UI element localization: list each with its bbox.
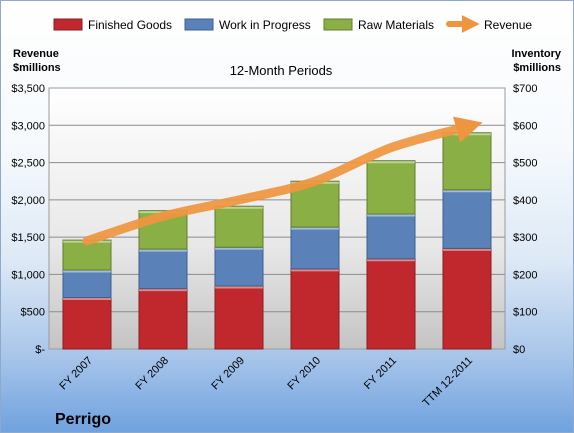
x-tick-label: FY 2009 [209,355,247,393]
x-tick-label: FY 2007 [57,355,95,393]
chart-subtitle: 12-Month Periods [230,63,333,78]
legend-label-revenue: Revenue [484,18,532,32]
right-tick-label: $0 [513,344,525,356]
plot-area [48,87,506,350]
right-tick-label: $500 [513,158,537,170]
right-tick-label: $700 [513,83,537,95]
bar-segment [138,248,188,290]
right-axis-ticks: $0 $100 $200 $300 $400 $500 $600 $700 [513,83,537,356]
bar-segment [214,246,264,287]
left-axis-ticks: $- $500 $1,000 $1,500 $2,000 $2,500 $3,000 $3,5… [11,83,45,356]
right-tick-label: $600 [513,120,537,132]
legend-label-work-in-progress: Work in Progress [219,18,311,32]
bar-segment [214,205,264,248]
bar-segment [366,258,416,350]
right-axis-title-line1: Inventory [511,48,561,60]
left-axis-title-line2: $millions [13,62,61,74]
left-axis-title-line1: Revenue [13,48,59,60]
revenue-line [82,116,483,246]
x-tick-label: FY 2010 [285,355,323,393]
left-tick-label: $3,000 [11,120,45,132]
bar-segment [366,213,416,260]
x-tick-label: TTM 12-2011 [421,355,476,410]
bar-segment [290,226,340,270]
left-tick-label: $3,500 [11,83,45,95]
legend-swatch-raw-materials [323,18,353,31]
legend: Finished Goods Work in Progress Raw Mate… [53,15,532,33]
left-tick-label: $2,500 [11,158,45,170]
x-tick-label: FY 2011 [362,355,399,392]
legend-swatch-finished-goods [53,18,83,31]
left-tick-label: $- [35,344,45,356]
right-tick-label: $400 [513,195,537,207]
legend-swatch-work-in-progress [184,18,214,31]
revenue-line-path [82,116,483,246]
right-tick-label: $200 [513,269,537,281]
left-tick-label: $2,000 [11,195,45,207]
right-axis-title-line2: $millions [513,62,561,74]
bar-segment [290,268,340,350]
bar-segment [366,160,416,215]
gridlines [49,124,505,313]
bar-segment [138,288,188,350]
right-tick-label: $100 [513,307,537,319]
left-tick-label: $1,500 [11,232,45,244]
company-name: Perrigo [55,411,111,428]
bar-segment [442,247,492,350]
legend-label-finished-goods: Finished Goods [88,18,172,32]
left-tick-label: $1,000 [11,269,45,281]
bar-segment [442,189,492,249]
right-tick-label: $300 [513,232,537,244]
bar-segment [62,297,112,350]
legend-label-raw-materials: Raw Materials [358,18,434,32]
left-tick-label: $500 [21,307,45,319]
bars [62,132,492,350]
bar-segment [62,269,112,299]
x-axis-ticks: FY 2007 FY 2008 FY 2009 FY 2010 FY 2011 TTM 1… [57,355,475,410]
bar-segment [442,132,492,191]
x-tick-label: FY 2008 [133,355,171,393]
bar-segment [214,285,264,350]
